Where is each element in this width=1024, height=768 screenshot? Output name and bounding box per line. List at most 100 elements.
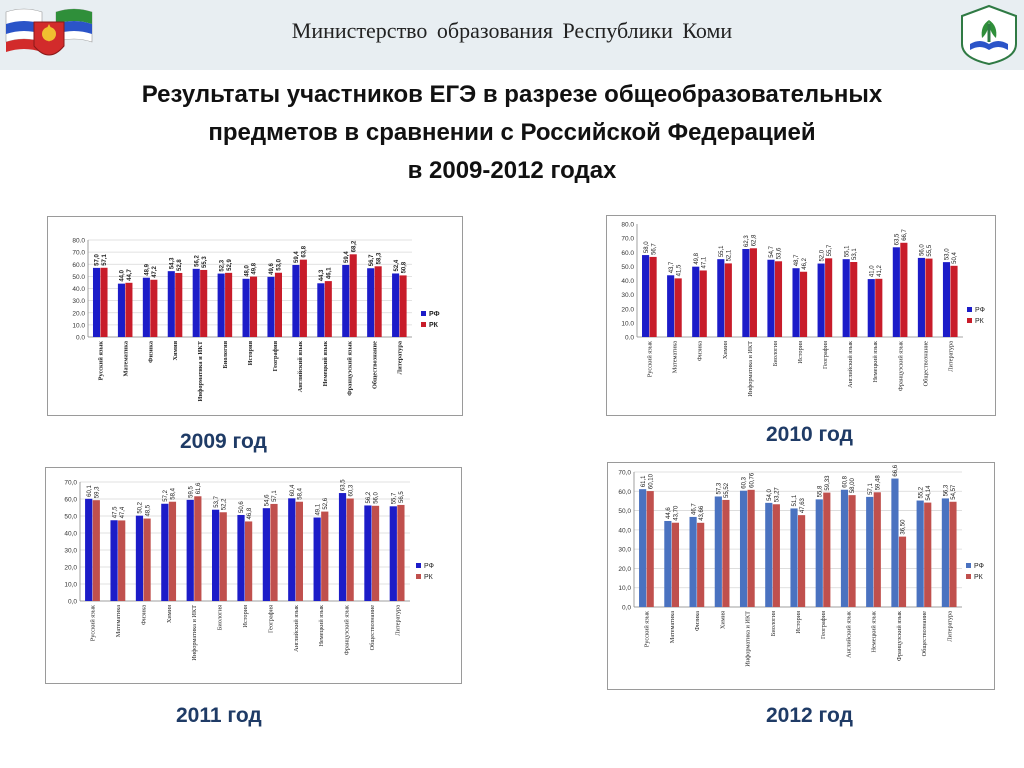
data-label: 57,1	[102, 253, 108, 265]
bar-rf	[142, 277, 150, 337]
bar-rk	[848, 495, 856, 607]
x-tick-label: Литература	[946, 611, 953, 642]
bar-rf	[790, 508, 798, 607]
data-label: 56,5	[399, 491, 405, 503]
data-label: 60,3	[742, 476, 748, 488]
bar-rk	[321, 511, 329, 601]
x-tick-label: Немецкий язык	[871, 610, 878, 652]
bar-rf	[817, 263, 825, 337]
x-tick-label: Французский язык	[344, 604, 351, 655]
data-label: 57,0	[95, 254, 101, 266]
legend-swatch	[421, 311, 426, 316]
bar-rf	[840, 489, 849, 607]
legend-label: РК	[974, 574, 984, 581]
x-tick-label: Химия	[172, 340, 179, 360]
data-label: 58,4	[298, 487, 304, 499]
page-title: Результаты участников ЕГЭ в разрезе обще…	[0, 76, 1024, 190]
data-label: 55,3	[202, 256, 208, 268]
data-label: 50,4	[952, 251, 958, 263]
data-label: 59,48	[875, 475, 881, 491]
bar-rf	[739, 490, 748, 607]
x-tick-label: Информатика и ИКТ	[197, 340, 204, 401]
data-label: 66,6	[893, 464, 899, 476]
data-label: 47,2	[152, 265, 158, 277]
data-label: 55,1	[719, 245, 725, 257]
y-tick-label: 70.0	[621, 236, 634, 243]
x-tick-label: Литература	[947, 341, 954, 372]
data-label: 50,8	[401, 261, 407, 273]
bar-rf	[664, 520, 672, 607]
bar-rf	[161, 503, 169, 601]
legend-label: РФ	[975, 307, 985, 314]
data-label: 56,7	[651, 243, 657, 255]
bar-rk	[925, 258, 933, 337]
bar-rk	[646, 491, 654, 607]
bar-rf	[667, 275, 675, 337]
bar-rf	[815, 499, 823, 607]
data-label: 68,2	[351, 240, 357, 252]
chart-2009: 0.0 10.0 20.0 30.0 40.0 50.0 60.0 70.0 80.0 57,0 5…	[47, 216, 463, 416]
bar-rk	[324, 281, 332, 337]
data-label: 58,0	[644, 241, 650, 253]
x-tick-label: Математика	[115, 605, 122, 637]
bar-rk	[270, 503, 278, 601]
data-label: 53,1	[852, 248, 858, 260]
x-tick-label: Немецкий язык	[322, 341, 329, 387]
x-tick-label: География	[267, 605, 274, 633]
bar-rk	[245, 521, 253, 601]
y-tick-label: 60,0	[64, 497, 77, 504]
data-label: 53,0	[945, 248, 951, 260]
data-label: 46,1	[327, 267, 333, 279]
data-label: 56,0	[374, 491, 380, 503]
y-tick-label: 50,0	[64, 514, 77, 521]
legend-label: РК	[975, 318, 985, 325]
bar-rk	[875, 278, 883, 337]
data-label: 49,6	[269, 263, 275, 275]
y-tick-label: 20.0	[72, 310, 85, 317]
bar-rk	[349, 254, 357, 337]
legend-swatch	[966, 563, 971, 568]
data-label: 60,76	[749, 472, 755, 488]
x-tick-label: Информатика и ИКТ	[191, 605, 198, 661]
bar-rk	[722, 499, 730, 607]
bar-rk	[950, 265, 958, 337]
ministry-name: Министерство образования Республики Коми	[291, 18, 733, 43]
data-label: 57,2	[163, 489, 169, 501]
x-tick-label: Литература	[394, 605, 401, 636]
x-tick-label: Биология	[217, 605, 224, 630]
bar-rf	[288, 498, 296, 601]
bar-rf	[891, 478, 899, 607]
data-label: 53,6	[777, 247, 783, 259]
x-tick-label: Русский язык	[97, 341, 104, 381]
data-label: 48,7	[794, 254, 800, 266]
y-tick-label: 30,0	[64, 548, 77, 555]
y-tick-label: 40.0	[72, 286, 85, 293]
bar-rf	[742, 249, 750, 337]
x-tick-label: Обществознание	[922, 341, 929, 387]
bar-rk	[924, 502, 932, 607]
bar-rk	[175, 272, 183, 337]
x-tick-label: Немецкий язык	[318, 604, 325, 646]
x-tick-label: Обществознание	[372, 341, 379, 389]
data-label: 36,50	[901, 519, 907, 535]
chart-2012-caption: 2012 год	[766, 704, 853, 727]
bar-rk	[194, 496, 202, 601]
x-tick-label: Информатика и ИКТ	[745, 611, 752, 667]
data-label: 52,2	[221, 498, 227, 510]
legend-swatch	[416, 563, 421, 568]
y-tick-label: 0,0	[622, 605, 631, 612]
bar-rf	[85, 498, 93, 601]
bar-rk	[823, 492, 831, 607]
chart-2012: 0,0 10,0 20,0 30,0 40,0 50,0 60,0 70,0 61,1 60,10…	[607, 462, 995, 690]
data-label: 55,7	[827, 244, 833, 256]
data-label: 43,7	[669, 261, 675, 273]
bar-rf	[942, 262, 951, 337]
data-label: 53,7	[214, 495, 220, 507]
data-label: 55,1	[844, 245, 850, 257]
y-tick-label: 10,0	[64, 582, 77, 589]
x-tick-label: Русский язык	[90, 604, 97, 641]
y-tick-label: 70,0	[618, 470, 631, 477]
bar-rf	[242, 278, 250, 337]
chart-2009-plot: 0.010.020.030.040.050.060.070.080.057,0 5…	[72, 238, 439, 402]
data-label: 53,27	[775, 487, 781, 503]
